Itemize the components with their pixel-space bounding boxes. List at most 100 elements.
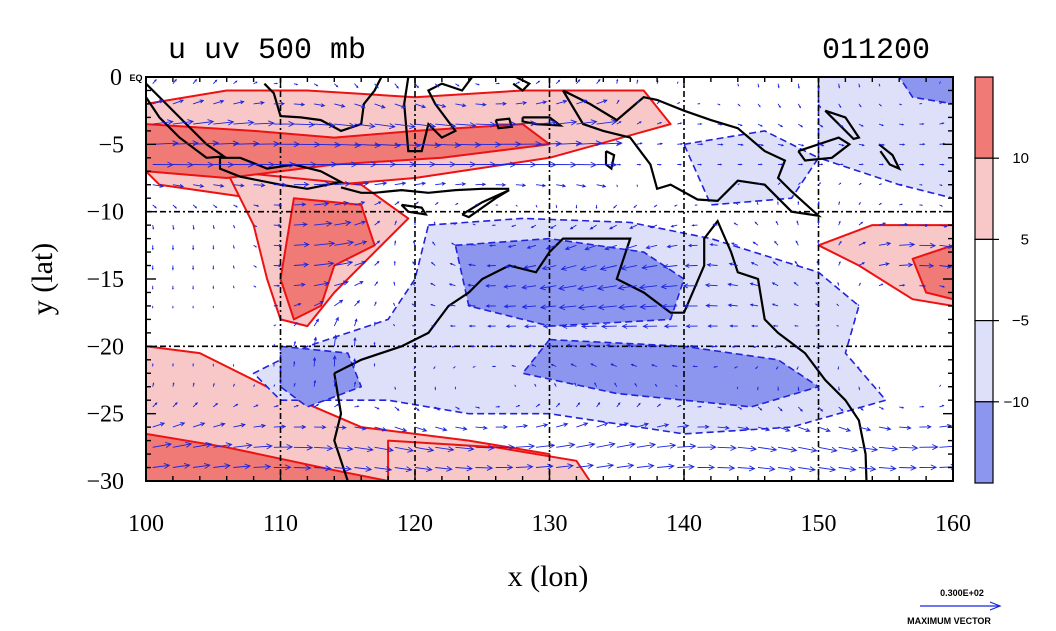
y-tick-label: −25 xyxy=(86,402,124,428)
wind-vector xyxy=(374,123,396,130)
wind-vector xyxy=(172,184,185,188)
x-tick-label: 160 xyxy=(935,511,971,537)
wind-vector xyxy=(838,220,841,226)
wind-vector xyxy=(468,324,476,328)
wind-vector xyxy=(878,183,883,186)
x-tick-labels: 100 110 120 130 140 150 160 xyxy=(128,511,971,537)
wind-vector xyxy=(589,224,597,230)
wind-vector xyxy=(798,446,818,453)
wind-vector xyxy=(455,465,474,472)
wind-vector xyxy=(858,143,865,147)
wind-vector xyxy=(626,343,637,348)
wind-vector xyxy=(796,220,799,226)
wind-vector xyxy=(677,463,695,470)
wind-vector xyxy=(919,242,937,249)
wind-vector xyxy=(171,285,174,290)
wind-vector xyxy=(333,83,339,88)
wind-vector xyxy=(193,183,205,188)
wind-vector xyxy=(737,103,741,107)
wind-vector xyxy=(797,83,800,89)
wind-vector xyxy=(527,344,537,348)
wind-vector xyxy=(636,100,640,105)
wind-vector xyxy=(757,446,778,453)
wind-vector xyxy=(677,122,683,125)
contour-region-ne-negative-core xyxy=(898,77,953,105)
wind-vector xyxy=(749,303,759,307)
wind-vector xyxy=(535,183,547,188)
wind-vector xyxy=(495,424,509,430)
wind-vector xyxy=(233,183,245,188)
wind-vector xyxy=(232,383,235,387)
wind-vector xyxy=(772,324,779,327)
wind-vector xyxy=(576,402,581,408)
wind-vector xyxy=(233,204,239,208)
wind-vector xyxy=(675,384,678,388)
wind-vector xyxy=(919,405,925,408)
wind-vector xyxy=(670,224,678,228)
wind-vector xyxy=(354,300,360,307)
wind-vector xyxy=(394,201,400,206)
wind-vector xyxy=(878,222,887,226)
wind-vector xyxy=(858,262,866,266)
wind-vector xyxy=(475,203,479,206)
wind-vector xyxy=(313,318,319,327)
coastline-sulawesi xyxy=(403,77,474,153)
wind-vector xyxy=(172,363,174,367)
x-tick-label: 150 xyxy=(801,511,837,537)
wind-vector xyxy=(838,103,842,109)
wind-vector xyxy=(899,123,905,126)
wind-vector xyxy=(507,244,516,248)
wind-vector xyxy=(273,464,292,471)
wind-vector xyxy=(273,82,279,85)
wind-vector xyxy=(939,285,946,288)
wind-vector xyxy=(273,264,282,268)
wind-vector xyxy=(213,422,226,428)
wind-vector xyxy=(412,345,416,348)
wind-vector xyxy=(432,241,436,246)
wind-vector xyxy=(777,83,780,89)
wind-vector xyxy=(455,202,459,206)
wind-vector xyxy=(212,79,218,85)
wind-vector xyxy=(515,463,534,470)
wind-vector xyxy=(503,284,516,289)
wind-vector xyxy=(394,446,415,453)
wind-vector xyxy=(503,304,516,309)
wind-vector xyxy=(233,423,246,428)
wind-vector xyxy=(636,163,642,166)
wind-vector xyxy=(253,423,267,429)
wind-vector xyxy=(374,240,381,246)
wind-vector xyxy=(546,343,557,348)
wind-vector xyxy=(515,423,529,429)
wind-vector xyxy=(793,303,799,307)
contour-region-east-positive-core xyxy=(911,244,953,301)
wind-vector xyxy=(314,122,336,129)
wind-vector xyxy=(616,99,620,105)
colorbar-label: 5 xyxy=(1021,231,1029,248)
wind-vector xyxy=(430,282,436,287)
wind-vector xyxy=(455,182,467,186)
wind-vector xyxy=(374,220,381,226)
colorbar: 10 5 −5 −10 xyxy=(974,76,1029,484)
wind-vector xyxy=(172,441,193,448)
wind-vector xyxy=(455,426,468,431)
wind-vector xyxy=(152,79,157,84)
wind-vector xyxy=(654,383,658,387)
wind-vector xyxy=(878,262,890,267)
wind-vector xyxy=(535,463,554,470)
y-axis-label: y (lat) xyxy=(26,243,59,315)
wind-vector xyxy=(523,265,537,270)
wind-vector xyxy=(639,303,658,310)
wind-vector xyxy=(394,83,399,89)
wind-vector xyxy=(472,366,476,368)
wind-vector xyxy=(778,466,796,472)
wind-vector xyxy=(354,466,373,472)
wind-vector xyxy=(613,204,618,209)
wind-vector xyxy=(152,402,158,408)
wind-vector xyxy=(674,204,678,207)
wind-vector xyxy=(475,161,497,168)
wind-vector xyxy=(172,462,191,469)
wind-vector xyxy=(172,204,177,209)
wind-vector xyxy=(232,245,235,249)
wind-vector xyxy=(435,181,447,186)
wind-vector xyxy=(475,182,487,187)
